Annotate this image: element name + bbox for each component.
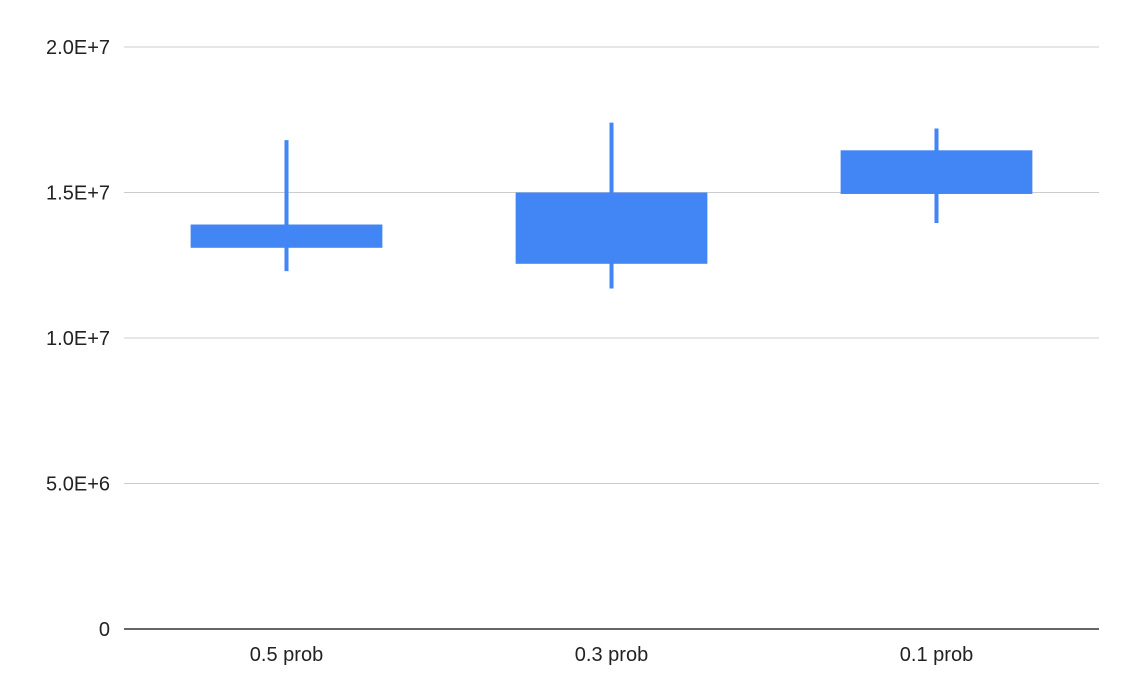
y-tick-label: 5.0E+6 <box>46 474 110 496</box>
candle-2 <box>515 122 708 289</box>
y-axis-tick-labels: 0 5.0E+6 1.0E+7 1.5E+7 2.0E+7 <box>46 37 110 641</box>
x-tick-label: 0.1 prob <box>900 644 973 666</box>
candles <box>190 122 1033 289</box>
y-tick-label: 2.0E+7 <box>46 37 110 59</box>
x-axis-tick-labels: 0.5 prob 0.3 prob 0.1 prob <box>250 644 973 666</box>
candle-body <box>190 224 383 248</box>
x-tick-label: 0.3 prob <box>575 644 648 666</box>
x-tick-label: 0.5 prob <box>250 644 323 666</box>
candle-body <box>840 150 1033 194</box>
y-tick-label: 1.5E+7 <box>46 183 110 205</box>
candle-1 <box>190 140 383 272</box>
candle-body <box>515 192 708 264</box>
candle-3 <box>840 128 1033 224</box>
y-tick-label: 1.0E+7 <box>46 328 110 350</box>
y-tick-label: 0 <box>99 619 110 641</box>
